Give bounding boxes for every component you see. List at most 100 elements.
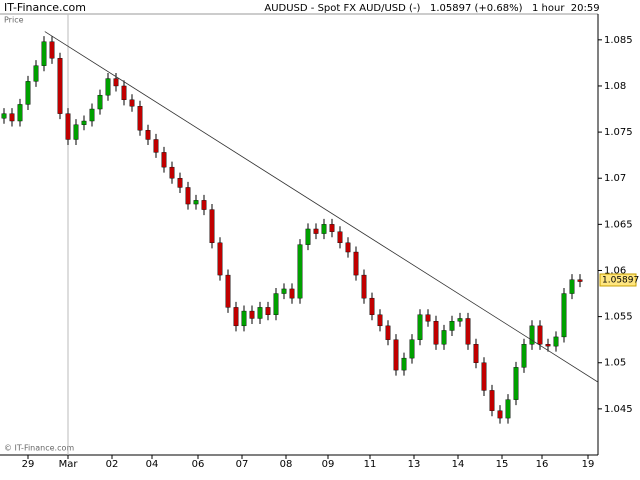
candle-body [561,293,567,338]
x-tick-label: 16 [536,459,549,470]
candle-body [417,314,423,340]
candle-body [305,228,311,245]
x-tick-label: 15 [496,459,509,470]
y-tick-label: 1.07 [604,173,626,184]
candle-body [161,152,167,168]
x-tick-label: 11 [364,459,377,470]
candle-body [129,99,135,107]
candle-body [193,200,199,205]
y-tick-label: 1.05 [604,358,626,369]
x-tick-label: 06 [192,459,205,470]
candle-body [505,399,511,419]
candle-body [241,310,247,327]
candle-body [185,187,191,205]
candle-body [569,279,575,294]
candle-body [385,325,391,340]
candle-body [273,293,279,315]
candle-body [393,339,399,371]
candle-body [65,113,71,140]
candle-body [297,244,303,299]
source: IT-Finance.com [4,1,86,14]
candle-body [577,279,583,282]
candle-body [145,130,151,140]
candle-body [113,78,119,87]
candle-body [553,336,559,347]
candle-body [177,178,183,188]
candle-body [153,139,159,153]
candle-body [433,321,439,345]
chart-title: AUDUSD - Spot FX AUD/USD (-) 1.05897 (+0… [264,3,599,14]
x-tick-label: 14 [452,459,465,470]
footer: © IT-Finance.com [4,444,74,453]
candle-body [17,104,23,122]
x-tick-label: 13 [408,459,421,470]
y-tick-label: 1.045 [604,404,633,415]
candle-body [281,288,287,294]
candle-body [425,314,431,322]
last-price-box [599,273,637,287]
candle-body [209,209,215,244]
y-axis-label: Price [4,16,24,25]
x-tick-label: 08 [280,459,293,470]
candle-body [169,166,175,179]
candle-body [345,242,351,253]
x-tick-label: 02 [106,459,119,470]
candle-body [97,94,103,110]
y-tick-label: 1.065 [604,219,633,230]
candle-body [121,85,127,101]
candle-body [233,307,239,327]
candle-body [257,307,263,319]
candle-body [513,367,519,400]
candle-body [137,106,143,131]
y-tick-label: 1.075 [604,127,633,138]
y-tick-label: 1.085 [604,35,633,46]
candle-body [33,65,39,82]
candle-body [89,108,95,122]
candle-body [441,330,447,345]
candle-body [73,124,79,140]
x-tick-label: 07 [236,459,249,470]
y-tick-label: 1.08 [604,81,626,92]
y-tick-label: 1.06 [604,265,626,276]
candle-body [537,325,543,345]
x-tick-label: 19 [582,459,595,470]
candle-body [105,78,111,96]
y-tick-label: 1.055 [604,312,633,323]
candle-body [497,410,503,419]
x-tick-label: Mar [59,459,79,470]
candle-body [489,390,495,411]
candle-body [449,321,455,331]
candle-body [289,288,295,299]
candle-body [217,242,223,276]
candle-body [265,307,271,315]
candle-body [361,274,367,299]
candle-body [313,228,319,234]
candle-body [473,344,479,363]
candle-body [321,224,327,234]
candle-body [1,113,7,119]
candle-body [353,251,359,276]
x-tick-label: 09 [322,459,335,470]
candle-body [225,274,231,308]
last-price-label: 1.05897 [602,275,639,285]
candle-body [57,58,63,114]
candle-body [521,344,527,368]
x-tick-label: 04 [146,459,159,470]
candle-body [481,362,487,391]
candle-body [457,318,463,322]
plot: 1.045 1.05 1.055 1.06 1.065 1.07 1.075 1.08 1.08… [1,14,639,470]
candle-body [201,200,207,210]
candle-body [409,339,415,359]
candle-body [9,113,15,122]
candle-body [545,344,551,347]
candle-body [25,81,31,105]
candle-body [529,325,535,345]
x-tick-label: 29 [22,459,35,470]
candle-body [337,231,343,244]
candle-body [329,224,335,232]
candle-body [369,297,375,315]
candle-body [41,41,47,66]
candle-body [81,120,87,125]
